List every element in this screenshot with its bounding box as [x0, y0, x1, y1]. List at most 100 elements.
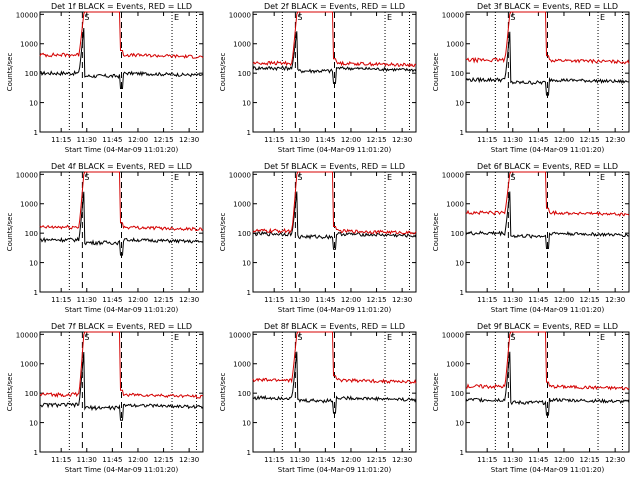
x-tick-label: 12:30	[392, 456, 412, 464]
y-tick-label: 100	[451, 390, 464, 398]
start-marker-label: S	[297, 13, 302, 22]
y-axis-label: Counts/sec	[432, 373, 440, 412]
x-axis-label: Start Time (04-Mar-09 11:01:20)	[278, 146, 392, 154]
y-tick-label: 1000	[20, 361, 38, 369]
y-tick-label: 10000	[442, 171, 464, 179]
x-tick-label: 12:15	[579, 456, 599, 464]
y-tick-label: 10	[455, 260, 464, 268]
x-tick-label: 12:00	[554, 456, 574, 464]
x-tick-label: 11:45	[528, 296, 548, 304]
lld-series-line	[465, 331, 630, 391]
y-tick-label: 10	[242, 420, 251, 428]
x-tick-label: 11:45	[528, 456, 548, 464]
y-axis-label: Counts/sec	[6, 373, 14, 412]
y-axis-label: Counts/sec	[432, 53, 440, 92]
chart-title: Det 4f BLACK = Events, RED = LLD	[51, 162, 192, 171]
x-tick-label: 11:30	[77, 136, 97, 144]
chart-panel-4: Det 4f BLACK = Events, RED = LLD 1 10 100 10…	[6, 162, 204, 314]
x-axis-label: Start Time (04-Mar-09 11:01:20)	[491, 306, 605, 314]
y-axis-label: Counts/sec	[432, 213, 440, 252]
y-tick-label: 1000	[233, 201, 251, 209]
x-axis-label: Start Time (04-Mar-09 11:01:20)	[491, 146, 605, 154]
x-tick-label: 11:30	[77, 456, 97, 464]
x-tick-label: 12:00	[128, 136, 148, 144]
y-tick-label: 1	[34, 289, 38, 297]
chart-panel-6: Det 6f BLACK = Events, RED = LLD 1 10 100 10…	[432, 162, 630, 314]
start-marker-label: S	[510, 333, 515, 342]
y-tick-label: 10000	[442, 11, 464, 19]
x-tick-label: 12:30	[392, 136, 412, 144]
y-tick-label: 100	[25, 390, 38, 398]
y-tick-label: 1	[34, 129, 38, 137]
x-tick-label: 11:30	[290, 136, 310, 144]
chart-title: Det 8f BLACK = Events, RED = LLD	[264, 322, 405, 331]
y-tick-label: 1	[247, 289, 251, 297]
x-tick-label: 12:15	[366, 296, 386, 304]
x-tick-label: 12:15	[153, 456, 173, 464]
chart-title: Det 9f BLACK = Events, RED = LLD	[477, 322, 618, 331]
y-tick-label: 1	[460, 129, 464, 137]
y-axis-label: Counts/sec	[219, 373, 227, 412]
events-series-line	[465, 351, 630, 416]
start-marker-label: S	[297, 333, 302, 342]
x-tick-label: 11:45	[315, 296, 335, 304]
x-tick-label: 11:30	[290, 296, 310, 304]
lld-series-line	[465, 11, 630, 65]
x-tick-label: 12:00	[341, 456, 361, 464]
chart-title: Det 5f BLACK = Events, RED = LLD	[264, 162, 405, 171]
chart-title: Det 1f BLACK = Events, RED = LLD	[51, 2, 192, 11]
events-series-line	[39, 27, 204, 89]
x-tick-label: 11:30	[77, 296, 97, 304]
lld-series-line	[252, 11, 417, 68]
y-axis-label: Counts/sec	[6, 53, 14, 92]
y-tick-label: 10	[29, 100, 38, 108]
x-tick-label: 12:15	[579, 136, 599, 144]
start-marker-label: S	[297, 173, 302, 182]
lld-series-line	[252, 331, 417, 385]
chart-panel-1: Det 1f BLACK = Events, RED = LLD 1 10 100 10…	[6, 2, 204, 154]
x-tick-label: 12:30	[605, 136, 625, 144]
x-tick-label: 11:30	[503, 456, 523, 464]
chart-title: Det 2f BLACK = Events, RED = LLD	[264, 2, 405, 11]
x-tick-label: 11:15	[264, 136, 284, 144]
x-tick-label: 11:15	[51, 136, 71, 144]
x-tick-label: 12:30	[179, 136, 199, 144]
y-tick-label: 10	[242, 260, 251, 268]
x-tick-label: 12:00	[554, 136, 574, 144]
x-tick-label: 12:15	[153, 136, 173, 144]
x-tick-label: 11:15	[264, 296, 284, 304]
chart-title: Det 6f BLACK = Events, RED = LLD	[477, 162, 618, 171]
chart-panel-2: Det 2f BLACK = Events, RED = LLD 1 10 100 10…	[219, 2, 417, 154]
lld-series-line	[39, 171, 204, 232]
x-axis-label: Start Time (04-Mar-09 11:01:20)	[278, 306, 392, 314]
y-tick-label: 100	[451, 70, 464, 78]
end-marker-label: E	[600, 333, 605, 342]
start-marker-label: S	[510, 173, 515, 182]
y-tick-label: 10000	[229, 171, 251, 179]
x-axis-label: Start Time (04-Mar-09 11:01:20)	[491, 466, 605, 474]
y-tick-label: 1	[460, 289, 464, 297]
y-tick-label: 100	[25, 70, 38, 78]
y-tick-label: 10000	[16, 331, 38, 339]
lld-series-line	[39, 331, 204, 399]
x-tick-label: 12:15	[579, 296, 599, 304]
y-tick-label: 10000	[16, 11, 38, 19]
y-tick-label: 1000	[233, 361, 251, 369]
y-tick-label: 10000	[229, 11, 251, 19]
y-tick-label: 100	[25, 230, 38, 238]
x-tick-label: 12:30	[179, 296, 199, 304]
y-tick-label: 100	[238, 70, 251, 78]
y-tick-label: 1	[34, 449, 38, 457]
x-tick-label: 12:15	[366, 456, 386, 464]
x-tick-label: 11:15	[264, 456, 284, 464]
y-tick-label: 1000	[446, 201, 464, 209]
y-tick-label: 10	[29, 420, 38, 428]
y-tick-label: 100	[238, 390, 251, 398]
chart-panel-9: Det 9f BLACK = Events, RED = LLD 1 10 100 10…	[432, 322, 630, 474]
chart-panel-8: Det 8f BLACK = Events, RED = LLD 1 10 100 10…	[219, 322, 417, 474]
x-tick-label: 12:30	[392, 296, 412, 304]
x-tick-label: 12:00	[341, 136, 361, 144]
x-tick-label: 12:00	[554, 296, 574, 304]
y-tick-label: 100	[238, 230, 251, 238]
